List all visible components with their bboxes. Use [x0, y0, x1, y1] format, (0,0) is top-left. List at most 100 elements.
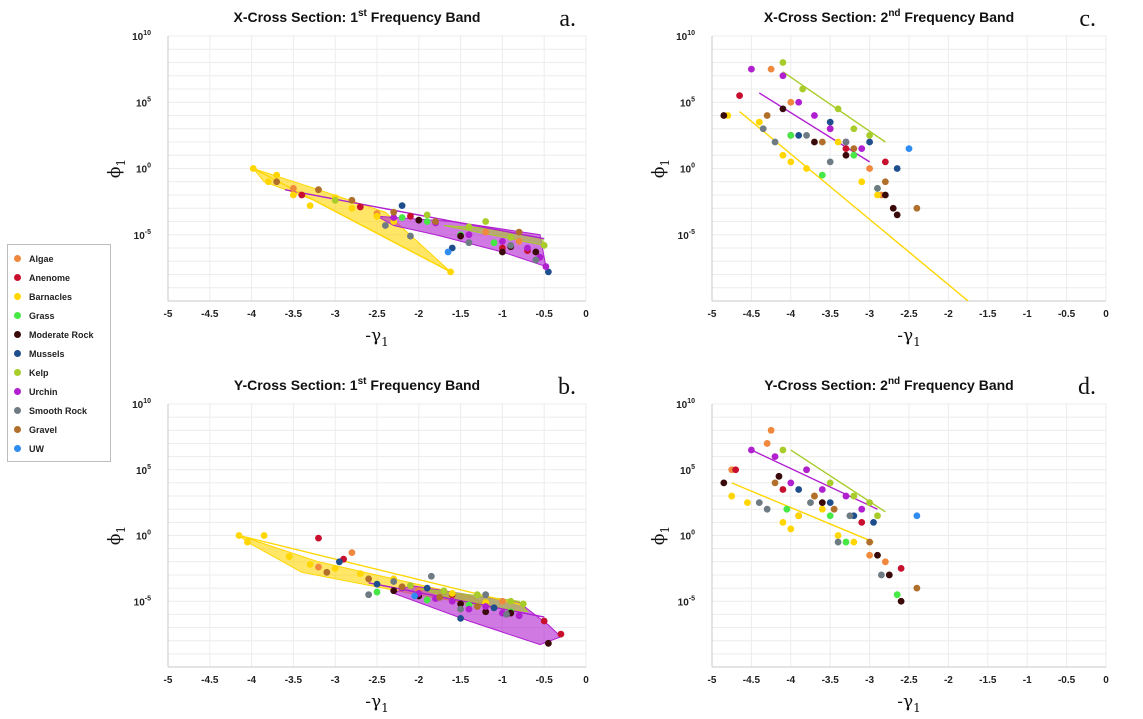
data-point-mussels — [398, 202, 406, 210]
legend-marker — [14, 369, 21, 376]
y-tick-label: 105 — [136, 464, 151, 477]
legend-label: Mussels — [29, 348, 65, 359]
data-point-algae — [881, 558, 889, 566]
x-tick-label: -3.5 — [285, 309, 303, 320]
x-tick-label: -4.5 — [201, 675, 219, 686]
data-point-anenome — [557, 630, 565, 638]
data-point-barnacles — [795, 512, 803, 520]
data-point-moderate-rock — [881, 191, 889, 199]
data-point-anenome — [858, 518, 866, 526]
x-tick-label: -2 — [414, 675, 423, 686]
data-point-algae — [787, 98, 795, 106]
data-point-barnacles — [273, 171, 281, 179]
data-point-grass — [783, 505, 791, 513]
x-axis-label: -γ1 — [897, 692, 921, 715]
data-point-gravel — [315, 186, 322, 194]
data-point-grass — [893, 591, 901, 599]
data-point-urchin — [787, 479, 795, 487]
x-tick-label: -5 — [708, 309, 717, 320]
data-point-kelp — [519, 600, 527, 608]
legend-marker — [14, 274, 21, 281]
data-point-barnacles — [779, 518, 787, 526]
x-tick-label: -2.5 — [900, 309, 918, 320]
data-point-urchin — [482, 603, 490, 610]
data-point-kelp — [540, 241, 548, 249]
x-tick-label: -1 — [1023, 309, 1032, 320]
data-point-barnacles — [235, 532, 243, 539]
fit-line — [751, 449, 878, 510]
legend-label: Smooth Rock — [29, 405, 88, 416]
data-point-kelp — [826, 479, 834, 487]
legend-label: Grass — [29, 310, 55, 321]
data-point-urchin — [779, 72, 787, 80]
legend-marker — [14, 350, 21, 357]
legend-label: Anenome — [29, 272, 71, 283]
data-point-urchin — [515, 612, 523, 620]
legend-marker — [14, 426, 21, 433]
data-point-barnacles — [858, 178, 866, 186]
legend-item: UW — [14, 439, 110, 458]
data-point-anenome — [881, 158, 889, 166]
panel-letter: b. — [558, 374, 576, 400]
data-point-kelp — [799, 85, 807, 93]
x-tick-label: -3.5 — [285, 675, 303, 686]
legend-marker — [14, 255, 21, 262]
data-point-anenome — [736, 92, 743, 100]
data-point-gravel — [881, 178, 889, 186]
x-axis-label: -γ1 — [365, 692, 389, 715]
data-point-moderate-rock — [532, 248, 540, 256]
data-point-uw — [444, 248, 452, 256]
fit-line — [782, 71, 886, 143]
data-point-mussels — [335, 558, 343, 566]
data-point-moderate-rock — [889, 204, 897, 212]
data-point-urchin — [771, 453, 779, 460]
legend-marker — [14, 331, 21, 338]
data-point-barnacles — [803, 165, 810, 172]
data-point-smooth-rock — [507, 241, 515, 249]
y-axis-label: ϕ1 — [649, 526, 672, 545]
data-point-urchin — [842, 492, 850, 500]
data-point-smooth-rock — [771, 138, 779, 146]
data-point-barnacles — [834, 532, 842, 539]
data-point-gravel — [515, 228, 523, 236]
data-point-gravel — [913, 204, 921, 212]
legend-item: Urchin — [14, 382, 110, 401]
data-point-barnacles — [306, 202, 314, 210]
data-point-barnacles — [850, 538, 858, 546]
data-point-barnacles — [331, 564, 339, 572]
data-point-moderate-rock — [415, 216, 423, 224]
legend-label: UW — [29, 443, 44, 454]
data-point-algae — [499, 597, 506, 605]
data-point-urchin — [826, 125, 834, 133]
chart-panel-b: -5 -4.5 -4 -3.5 -3 -2.5 -2 -1.5 -1 -0.5 0 1010 105 10… — [105, 374, 589, 715]
data-point-gravel — [323, 568, 331, 576]
data-point-anenome — [315, 534, 322, 542]
data-point-kelp — [834, 105, 842, 113]
data-point-kelp — [440, 587, 448, 595]
data-point-gravel — [436, 593, 444, 601]
x-tick-label: -4 — [247, 309, 256, 320]
x-tick-label: -1 — [498, 675, 507, 686]
data-point-urchin — [465, 605, 473, 613]
x-tick-label: 0 — [583, 309, 589, 320]
data-point-algae — [866, 551, 873, 559]
data-point-barnacles — [290, 191, 297, 199]
data-point-smooth-rock — [465, 239, 473, 247]
x-tick-label: -5 — [708, 675, 717, 686]
data-point-gravel — [850, 145, 858, 153]
data-point-barnacles — [744, 499, 751, 507]
data-point-uw — [913, 512, 921, 520]
chart-title: Y-Cross Section: 1st Frequency Band — [234, 376, 480, 393]
data-point-grass — [373, 588, 381, 596]
data-point-algae — [515, 237, 523, 245]
legend-marker — [14, 388, 21, 395]
legend-label: Urchin — [29, 386, 58, 397]
x-tick-label: -3 — [865, 675, 874, 686]
x-tick-label: -1.5 — [452, 675, 470, 686]
plot-area — [249, 165, 552, 276]
y-tick-label: 10-5 — [134, 229, 151, 242]
legend-marker — [14, 293, 21, 300]
data-point-mussels — [544, 268, 552, 276]
x-tick-label: 0 — [1103, 309, 1109, 320]
fit-line — [368, 582, 545, 618]
